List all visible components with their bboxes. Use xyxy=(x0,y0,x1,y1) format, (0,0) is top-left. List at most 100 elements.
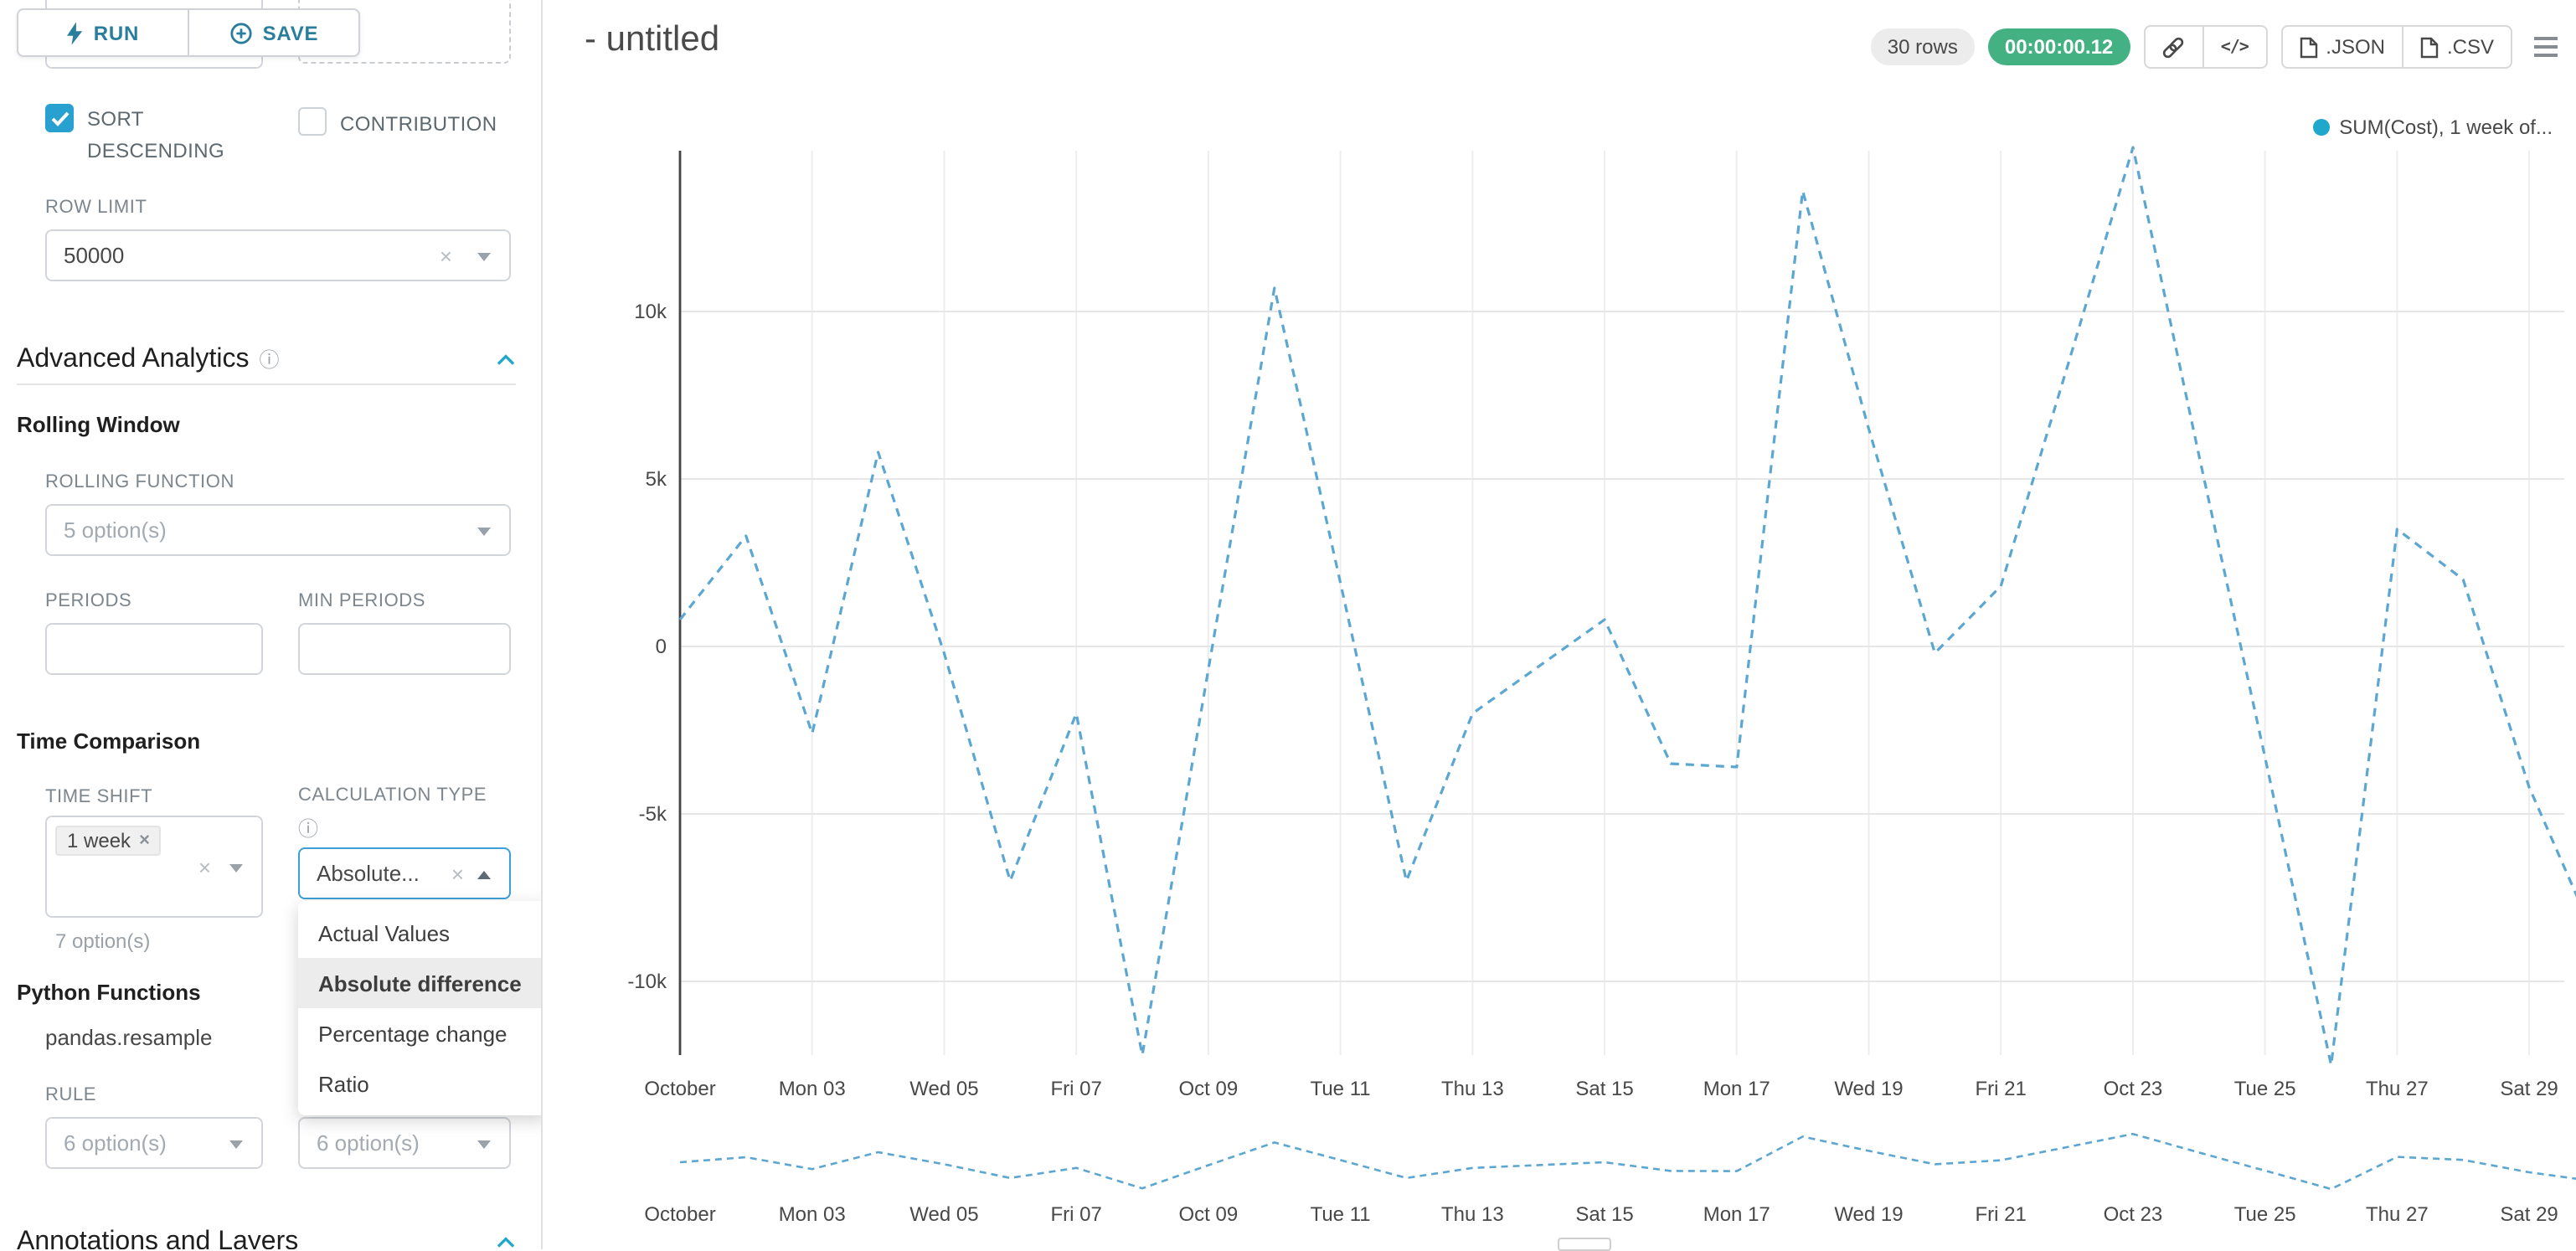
file-icon xyxy=(2420,36,2439,58)
legend-label: SUM(Cost), 1 week of... xyxy=(2339,116,2553,139)
clear-icon[interactable]: × xyxy=(198,854,211,879)
export-json-button[interactable]: .JSON xyxy=(2280,25,2403,69)
caret-down-icon xyxy=(477,527,491,535)
icon-button-group: </> xyxy=(2143,25,2268,69)
periods-label: PERIODS xyxy=(45,591,132,611)
dropdown-item[interactable]: Ratio xyxy=(318,1071,369,1096)
x-tick-label: Wed 19 xyxy=(1834,1078,1903,1100)
rolling-function-value: 5 option(s) xyxy=(64,517,167,543)
collapse-chevron-icon[interactable] xyxy=(496,353,516,366)
link-icon xyxy=(2163,36,2184,58)
preview-x-tick-label: Fri 07 xyxy=(1050,1203,1101,1226)
annotations-layers-header[interactable]: Annotations and Layers xyxy=(17,1221,516,1249)
rolling-window-title: Rolling Window xyxy=(17,412,180,437)
collapse-chevron-icon[interactable] xyxy=(496,1236,516,1249)
query-timer-badge: 00:00:00.12 xyxy=(1987,28,2130,65)
caret-down-icon xyxy=(477,252,491,260)
calculation-type-select[interactable]: Absolute... × xyxy=(298,847,511,899)
preview-x-tick-label: Sat 29 xyxy=(2500,1203,2558,1226)
export-csv-button[interactable]: .CSV xyxy=(2403,25,2512,69)
rule-label: RULE xyxy=(45,1085,97,1105)
preview-x-tick-label: Tue 11 xyxy=(1311,1203,1371,1226)
header-actions: 30 rows 00:00:00.12 </> xyxy=(1870,25,2566,69)
preview-x-tick-label: Wed 19 xyxy=(1834,1203,1903,1226)
y-tick-label: 5k xyxy=(646,468,667,491)
preview-x-tick-label: Fri 21 xyxy=(1976,1203,2027,1226)
row-limit-select[interactable]: 50000 × xyxy=(45,229,511,281)
y-tick-label: 10k xyxy=(634,301,667,323)
export-json-label: .JSON xyxy=(2326,35,2385,59)
preview-x-tick-label: Mon 17 xyxy=(1703,1203,1770,1226)
save-button[interactable]: SAVE xyxy=(188,10,358,55)
y-tick-label: -10k xyxy=(627,970,667,993)
embed-code-button[interactable]: </> xyxy=(2203,25,2268,69)
clear-icon[interactable]: × xyxy=(439,243,452,268)
x-tick-label: Mon 03 xyxy=(779,1078,846,1100)
chart-legend[interactable]: SUM(Cost), 1 week of... xyxy=(2312,116,2553,139)
row-limit-value: 50000 xyxy=(64,243,125,268)
chart-title[interactable]: - untitled xyxy=(585,20,720,59)
min-periods-input[interactable] xyxy=(298,623,511,675)
caret-down-icon xyxy=(229,1140,243,1148)
sort-descending-checkbox[interactable] xyxy=(45,104,74,132)
rule-select[interactable]: 6 option(s) xyxy=(45,1117,263,1169)
x-tick-label: Mon 17 xyxy=(1703,1078,1770,1100)
rule-select-value: 6 option(s) xyxy=(64,1130,167,1156)
preview-x-tick-label: Wed 05 xyxy=(909,1203,978,1226)
caret-down-icon xyxy=(477,1140,491,1148)
contribution-label: CONTRIBUTION xyxy=(340,112,497,136)
annotations-layers-title: Annotations and Layers xyxy=(17,1228,299,1249)
clear-icon[interactable]: × xyxy=(451,861,464,886)
y-tick-label: -5k xyxy=(639,803,667,826)
dropdown-item[interactable]: Actual Values xyxy=(318,920,451,945)
remove-tag-icon[interactable]: × xyxy=(139,831,150,851)
rolling-function-select[interactable]: 5 option(s) xyxy=(45,504,511,556)
x-tick-label: Tue 11 xyxy=(1311,1078,1371,1100)
chart-canvas[interactable]: October Mon 03 Wed 05 Fri 07 Oct 09 Tue 11 Thu… xyxy=(543,100,2576,1249)
legend-dot-icon xyxy=(2312,119,2330,136)
preview-x-tick-label: October xyxy=(644,1203,715,1226)
preview-x-tick-label: Oct 09 xyxy=(1179,1203,1239,1226)
rolling-function-label: ROLLING FUNCTION xyxy=(45,472,234,492)
y-tick-label: 0 xyxy=(656,636,667,658)
run-save-bar: RUN SAVE xyxy=(17,8,360,57)
contribution-checkbox[interactable] xyxy=(298,107,327,136)
file-icon xyxy=(2300,36,2317,58)
series-line xyxy=(678,146,2576,1067)
short-link-button[interactable] xyxy=(2143,25,2204,69)
advanced-analytics-header[interactable]: Advanced Analytics ⓘ xyxy=(17,335,516,385)
row-limit-label: ROW LIMIT xyxy=(45,198,147,218)
rule-select-2[interactable]: 6 option(s) xyxy=(298,1117,511,1169)
bolt-icon xyxy=(66,21,82,44)
control-panel: option(s) RUN SAVE SORT DESCENDING CONTR… xyxy=(0,0,541,1249)
x-tick-label: Oct 09 xyxy=(1179,1078,1239,1100)
rule-select-2-value: 6 option(s) xyxy=(317,1130,420,1156)
time-comparison-title: Time Comparison xyxy=(17,728,201,754)
time-shift-select[interactable]: 1 week × × xyxy=(45,816,263,918)
info-icon: ⓘ xyxy=(298,817,319,841)
sort-descending-label: SORT DESCENDING xyxy=(87,107,225,162)
info-icon: ⓘ xyxy=(259,348,280,372)
dropdown-item[interactable]: Percentage change xyxy=(318,1021,507,1046)
periods-input[interactable] xyxy=(45,623,263,675)
x-tick-label: Oct 23 xyxy=(2104,1078,2163,1100)
row-count-badge: 30 rows xyxy=(1870,28,1975,65)
run-button[interactable]: RUN xyxy=(18,10,188,55)
code-icon: </> xyxy=(2220,38,2249,56)
menu-icon[interactable] xyxy=(2526,25,2566,69)
panel-divider xyxy=(541,0,543,1249)
check-icon xyxy=(50,111,69,126)
preview-x-tick-label: Tue 25 xyxy=(2234,1203,2296,1226)
preview-strip[interactable]: October Mon 03 Wed 05 Fri 07 Oct 09 Tue 11 Thu… xyxy=(644,1132,2576,1226)
time-shift-helper: 7 option(s) xyxy=(55,929,151,953)
axis-labels: October Mon 03 Wed 05 Fri 07 Oct 09 Tue 11 Thu… xyxy=(627,301,2558,1100)
preview-x-tick-label: Sat 15 xyxy=(1575,1203,1633,1226)
x-tick-label: October xyxy=(644,1078,715,1100)
x-tick-label: Sat 29 xyxy=(2500,1078,2558,1100)
dropdown-item[interactable]: Absolute difference xyxy=(298,958,541,1008)
python-functions-title: Python Functions xyxy=(17,980,201,1005)
x-tick-label: Fri 21 xyxy=(1976,1078,2027,1100)
calculation-type-dropdown: Actual Values Absolute difference Percenta… xyxy=(298,901,541,1115)
advanced-analytics-title: Advanced Analytics xyxy=(17,344,250,373)
